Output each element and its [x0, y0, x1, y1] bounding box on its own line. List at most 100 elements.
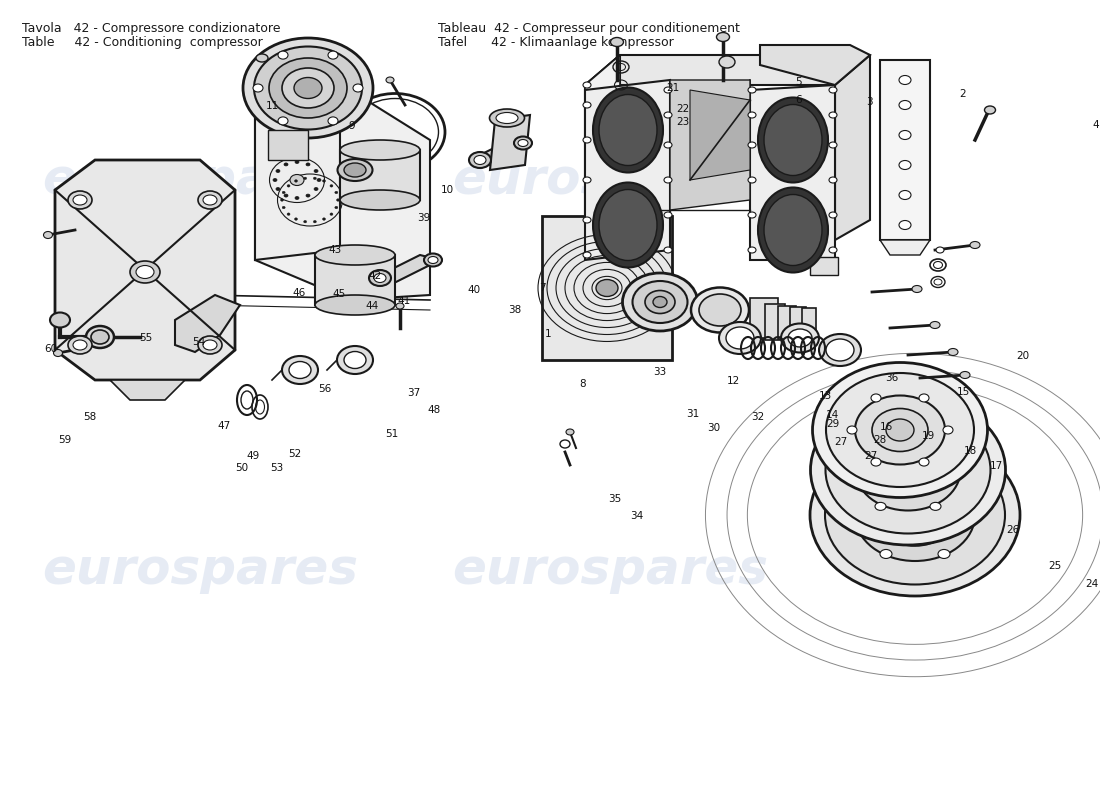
Text: 9: 9 — [349, 121, 355, 130]
Text: 47: 47 — [218, 421, 231, 430]
Text: Tavola   42 - Compressore condizionatore: Tavola 42 - Compressore condizionatore — [22, 22, 280, 35]
Polygon shape — [315, 255, 395, 305]
Ellipse shape — [289, 362, 311, 378]
Ellipse shape — [304, 177, 307, 179]
Ellipse shape — [73, 195, 87, 205]
Text: 53: 53 — [271, 463, 284, 473]
Text: eurospares: eurospares — [42, 156, 358, 204]
Text: 36: 36 — [886, 373, 899, 382]
Text: 27: 27 — [865, 451, 878, 461]
Ellipse shape — [899, 161, 911, 170]
Text: 33: 33 — [653, 367, 667, 377]
Ellipse shape — [764, 194, 822, 266]
Text: 41: 41 — [397, 296, 410, 306]
Ellipse shape — [583, 177, 591, 183]
Ellipse shape — [758, 187, 828, 273]
Ellipse shape — [781, 323, 820, 353]
Bar — [268, 130, 308, 160]
Text: 20: 20 — [1016, 351, 1030, 361]
Ellipse shape — [872, 409, 928, 451]
Ellipse shape — [653, 297, 667, 307]
Ellipse shape — [295, 180, 297, 182]
Ellipse shape — [664, 212, 672, 218]
Ellipse shape — [748, 112, 756, 118]
Text: 5: 5 — [795, 78, 802, 87]
Ellipse shape — [270, 58, 346, 118]
Ellipse shape — [899, 221, 911, 230]
Ellipse shape — [847, 466, 858, 474]
Ellipse shape — [930, 322, 940, 329]
Polygon shape — [470, 140, 530, 165]
Polygon shape — [255, 100, 340, 260]
Ellipse shape — [664, 142, 672, 148]
Ellipse shape — [386, 77, 394, 83]
Ellipse shape — [566, 429, 574, 435]
Text: 38: 38 — [508, 305, 521, 314]
Polygon shape — [750, 85, 835, 260]
Ellipse shape — [315, 187, 318, 190]
Ellipse shape — [829, 112, 837, 118]
Ellipse shape — [880, 471, 892, 481]
Ellipse shape — [918, 394, 930, 402]
Ellipse shape — [855, 395, 945, 465]
Polygon shape — [370, 255, 440, 285]
Ellipse shape — [957, 466, 968, 474]
Text: 7: 7 — [539, 283, 546, 293]
Ellipse shape — [204, 340, 217, 350]
Text: 8: 8 — [580, 379, 586, 389]
Text: eurospares: eurospares — [452, 156, 768, 204]
Text: 14: 14 — [826, 410, 839, 420]
Polygon shape — [835, 55, 870, 240]
Polygon shape — [764, 304, 785, 340]
Ellipse shape — [287, 185, 290, 187]
Ellipse shape — [518, 139, 528, 146]
Ellipse shape — [970, 242, 980, 249]
Ellipse shape — [748, 177, 756, 183]
Ellipse shape — [86, 326, 114, 348]
Ellipse shape — [337, 198, 340, 202]
Text: Tableau  42 - Compresseur pour conditionement: Tableau 42 - Compresseur pour conditione… — [438, 22, 740, 35]
Ellipse shape — [334, 191, 338, 194]
Ellipse shape — [314, 221, 317, 223]
Ellipse shape — [283, 191, 285, 194]
Text: 51: 51 — [385, 430, 398, 439]
Text: 46: 46 — [293, 288, 306, 298]
Ellipse shape — [871, 458, 881, 466]
Ellipse shape — [204, 195, 217, 205]
Ellipse shape — [496, 113, 518, 123]
Ellipse shape — [290, 174, 304, 186]
Ellipse shape — [825, 446, 1005, 585]
Ellipse shape — [334, 206, 338, 209]
Ellipse shape — [514, 137, 532, 150]
Text: 26: 26 — [1006, 525, 1020, 534]
Ellipse shape — [874, 502, 886, 510]
Ellipse shape — [424, 254, 442, 266]
Ellipse shape — [490, 109, 525, 127]
Text: 22: 22 — [676, 104, 690, 114]
Ellipse shape — [583, 252, 591, 258]
Text: 17: 17 — [990, 461, 1003, 470]
Polygon shape — [880, 60, 929, 240]
Polygon shape — [340, 150, 420, 200]
Ellipse shape — [748, 87, 756, 93]
Text: 35: 35 — [608, 494, 622, 504]
Ellipse shape — [874, 430, 886, 438]
Ellipse shape — [829, 87, 837, 93]
Ellipse shape — [826, 339, 854, 361]
Polygon shape — [750, 298, 778, 338]
Ellipse shape — [198, 191, 222, 209]
Ellipse shape — [253, 84, 263, 92]
Text: 32: 32 — [751, 412, 764, 422]
Ellipse shape — [829, 142, 837, 148]
Text: 60: 60 — [44, 344, 57, 354]
Ellipse shape — [726, 327, 754, 349]
Text: 4: 4 — [1092, 120, 1099, 130]
Text: 40: 40 — [468, 285, 481, 294]
Ellipse shape — [315, 295, 395, 315]
Ellipse shape — [593, 182, 663, 267]
Ellipse shape — [337, 346, 373, 374]
Text: 29: 29 — [826, 419, 839, 429]
Polygon shape — [790, 307, 806, 337]
Ellipse shape — [68, 191, 92, 209]
Ellipse shape — [874, 444, 942, 496]
